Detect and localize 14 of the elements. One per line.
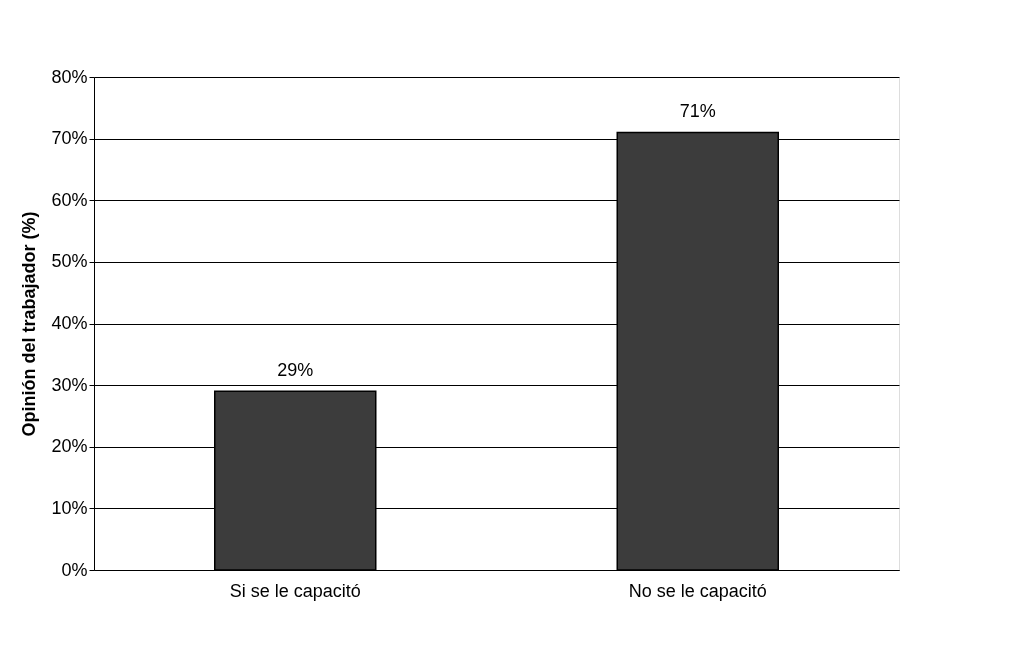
y-tick-label: 70% <box>51 128 88 149</box>
y-tick-label: 80% <box>51 66 88 87</box>
y-tick-label: 30% <box>51 374 88 395</box>
x-tick-label: Si se le capacitó <box>229 580 361 601</box>
y-tick-label: 0% <box>61 559 88 580</box>
y-axis-title: Opinión del trabajador (%) <box>19 211 40 437</box>
y-tick-label: 20% <box>51 436 88 457</box>
data-label: 71% <box>679 101 716 122</box>
y-tick-label: 40% <box>51 313 88 333</box>
x-tick-label: No se le capacitó <box>628 580 767 601</box>
y-tick-label: 10% <box>51 497 88 518</box>
data-label: 29% <box>277 360 314 381</box>
y-tick-label: 50% <box>51 251 88 272</box>
y-tick-label: 60% <box>51 189 88 210</box>
